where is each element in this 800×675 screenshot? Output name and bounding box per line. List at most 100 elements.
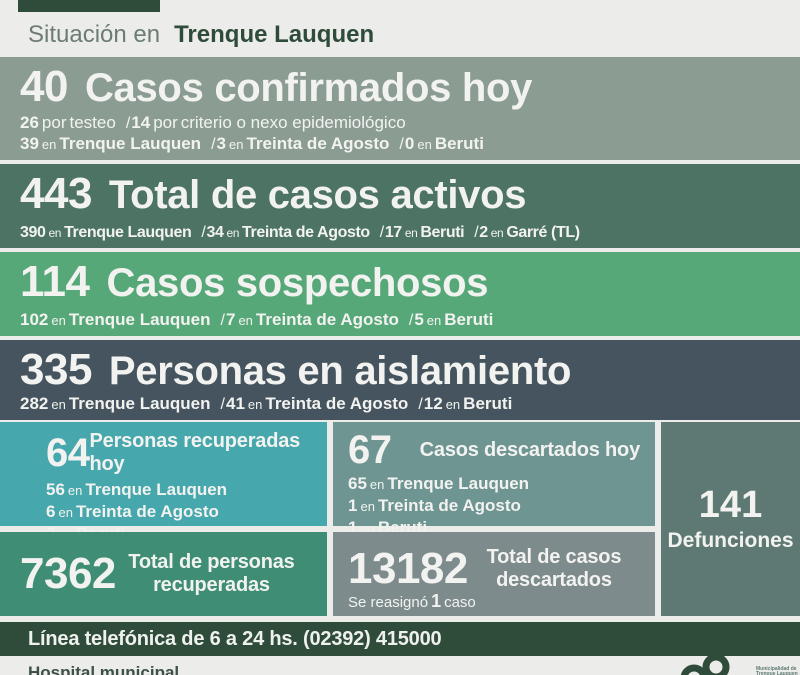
breakdown-place: Beruti xyxy=(420,224,465,241)
separator: / xyxy=(399,136,404,153)
recovered-today-line: 6 en Treinta de Agosto xyxy=(46,501,312,523)
breakdown-place: Beruti xyxy=(434,134,484,153)
separator: / xyxy=(220,396,225,413)
band-suspected-cases: 114 Casos sospechosos 102 en Trenque Lauqu… xyxy=(0,252,800,336)
box-deaths: 141 Defunciones xyxy=(661,422,800,616)
breakdown-connector: en xyxy=(229,137,244,152)
confirmed-title: Casos confirmados hoy xyxy=(84,66,533,110)
box-discarded-today: 67 Casos descartados hoy 65 en Trenque Lau… xyxy=(333,422,655,537)
breakdown-number: 102 xyxy=(20,310,49,329)
discarded-today-line: 65 en Trenque Lauquen xyxy=(348,473,640,495)
discarded-total-label-line1: Total de casos xyxy=(486,546,622,568)
line-number: 65 xyxy=(348,474,367,493)
line-place: Treinta de Agosto xyxy=(75,502,219,521)
breakdown-place: Trenque Lauquen xyxy=(64,224,192,241)
discarded-today-line: 1 en Treinta de Agosto xyxy=(348,495,640,517)
line-connector: en xyxy=(369,477,385,492)
confirmed-breakdown-line: 39 en Trenque Lauquen/3 en Treinta de Agosto… xyxy=(20,134,780,155)
breakdown-connector: en xyxy=(417,137,432,152)
discarded-total-label: Total de casos descartados xyxy=(468,546,640,592)
separator: / xyxy=(220,312,225,329)
footer: Hospital municipal Municipalidad de Tren… xyxy=(0,656,800,675)
breakdown-connector: en xyxy=(226,226,240,240)
phone-line-text: Línea telefónica de 6 a 24 hs. (02392) 4… xyxy=(28,627,442,650)
suspected-title: Casos sospechosos xyxy=(106,261,489,305)
line-connector: en xyxy=(360,499,375,514)
active-headline: 443 Total de casos activos xyxy=(20,172,780,216)
breakdown-connector: en xyxy=(238,313,253,328)
breakdown-place: Treinta de Agosto xyxy=(242,224,370,241)
breakdown-number: 34 xyxy=(206,224,224,241)
breakdown-connector: en xyxy=(48,226,62,240)
method-text: testeo xyxy=(69,113,116,132)
line-place: Trenque Lauquen xyxy=(387,474,530,493)
suspected-count: 114 xyxy=(20,257,90,306)
breakdown-number: 41 xyxy=(225,394,245,413)
isolation-title: Personas en aislamiento xyxy=(108,349,572,393)
reassigned-note-text: Se reasignó xyxy=(348,594,429,611)
box-recovered-total: 7362 Total de personas recuperadas xyxy=(0,532,327,616)
separator: / xyxy=(211,136,216,153)
breakdown-place: Treinta de Agosto xyxy=(255,310,399,329)
suspected-headline: 114 Casos sospechosos xyxy=(20,260,780,304)
recovered-today-headline: 64 Personas recuperadas hoy xyxy=(46,430,312,476)
line-number: 56 xyxy=(46,480,65,499)
active-breakdown-line: 390 en Trenque Lauquen/34 en Treinta de Agos… xyxy=(20,223,780,243)
summary-boxes: 64 Personas recuperadas hoy 56 en Trenque … xyxy=(0,422,800,616)
method-number: 14 xyxy=(131,113,151,132)
discarded-today-title: Casos descartados hoy xyxy=(419,438,641,461)
breakdown-connector: en xyxy=(247,397,263,412)
line-connector: en xyxy=(67,483,83,498)
recovered-total-count: 7362 xyxy=(20,549,116,598)
breakdown-number: 17 xyxy=(384,224,402,241)
recovered-today-line: 56 en Trenque Lauquen xyxy=(46,479,312,501)
breakdown-connector: en xyxy=(51,313,66,328)
line-number: 1 xyxy=(348,496,358,515)
hospital-note: Hospital municipal xyxy=(28,663,180,675)
recovered-today-title: Personas recuperadas hoy xyxy=(89,430,301,475)
isolation-breakdown-line: 282 en Trenque Lauquen/41 en Treinta de Agos… xyxy=(20,394,780,415)
method-text: por xyxy=(153,113,178,132)
discarded-total-headline: 13182 Total de casos descartados xyxy=(348,546,640,592)
breakdown-number: 5 xyxy=(414,310,424,329)
breakdown-connector: en xyxy=(445,397,461,412)
line-number: 6 xyxy=(46,502,56,521)
phone-line-banner: Línea telefónica de 6 a 24 hs. (02392) 4… xyxy=(0,622,800,656)
separator: / xyxy=(418,396,423,413)
active-count: 443 xyxy=(20,169,92,218)
method-number: 26 xyxy=(20,113,39,132)
breakdown-number: 39 xyxy=(20,134,39,153)
suspected-breakdown-line: 102 en Trenque Lauquen/7 en Treinta de Agost… xyxy=(20,310,780,331)
line-connector: en xyxy=(58,505,73,520)
separator: / xyxy=(408,312,414,329)
recovered-total-label: Total de personas recuperadas xyxy=(116,551,307,597)
breakdown-place: Beruti xyxy=(463,394,513,413)
active-title: Total de casos activos xyxy=(108,173,527,217)
logo-caption: Municipalidad de Trenque Lauquen xyxy=(756,667,798,675)
breakdown-number: 12 xyxy=(423,394,443,413)
breakdown-number: 0 xyxy=(404,134,415,153)
breakdown-number: 2 xyxy=(479,224,488,241)
breakdown-place: Trenque Lauquen xyxy=(59,134,202,153)
page-title-prefix: Situación en xyxy=(28,21,161,48)
isolation-count: 335 xyxy=(20,345,92,394)
breakdown-number: 390 xyxy=(20,224,46,241)
line-number: 1 xyxy=(348,518,358,537)
discarded-total-label-line2: descartados xyxy=(496,569,612,591)
box-discarded-total: 13182 Total de casos descartados Se reas… xyxy=(333,532,655,616)
confirmed-method-line: 26 por testeo/14 por criterio o nexo epidemi… xyxy=(20,113,780,134)
recovered-total-label-line2: recuperadas xyxy=(153,574,270,596)
page-header: Situación en Trenque Lauquen xyxy=(0,0,800,57)
separator: / xyxy=(125,115,131,132)
line-place: Trenque Lauquen xyxy=(85,480,228,499)
breakdown-number: 282 xyxy=(20,394,49,413)
breakdown-connector: en xyxy=(41,137,57,152)
municipal-logo-icon xyxy=(680,656,730,675)
recovered-total-label-line1: Total de personas xyxy=(128,551,295,573)
separator: / xyxy=(201,224,206,241)
band-active-cases: 443 Total de casos activos 390 en Trenque … xyxy=(0,164,800,248)
separator: / xyxy=(474,224,479,241)
top-accent-bar xyxy=(18,0,160,12)
method-text: criterio o nexo epidemiológico xyxy=(180,113,406,132)
